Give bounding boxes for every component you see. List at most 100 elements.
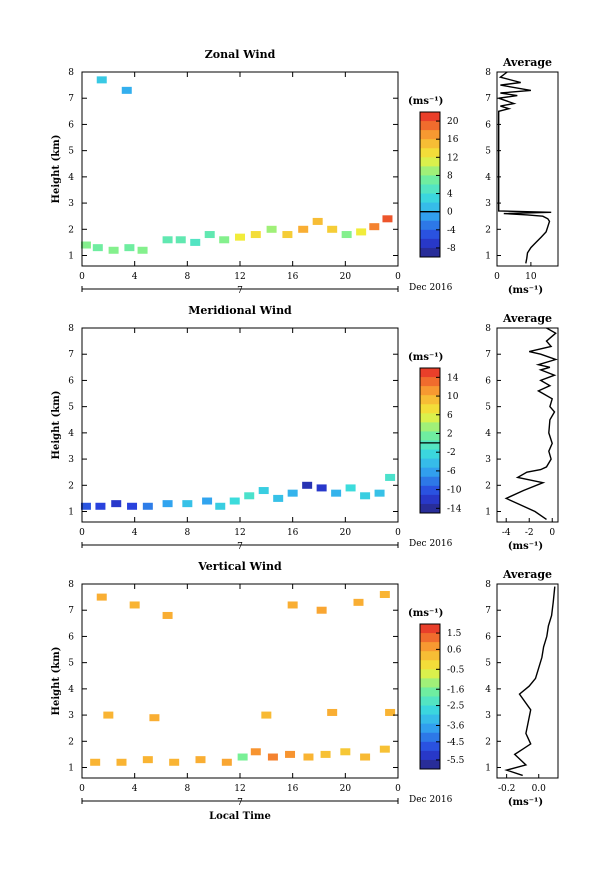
colorbar-segment	[420, 157, 440, 167]
y-axis-label: Height (km)	[51, 135, 62, 204]
colorbar: 14 10 6 2 -2 -6 -10 -14	[419, 367, 462, 514]
heatmap-cell	[235, 233, 245, 241]
heatmap-cell	[273, 494, 284, 502]
colorbar-segment	[420, 368, 440, 378]
colorbar-segment	[420, 723, 440, 734]
profile-y-tick-label: 3	[485, 199, 491, 209]
profile-frame	[496, 583, 559, 779]
heatmap-cell	[345, 484, 356, 492]
profile-x-label: (ms⁻¹)	[508, 541, 543, 552]
colorbar-tick-label: -3.6	[447, 722, 465, 732]
x-tick-label: 4	[132, 528, 138, 538]
colorbar-segment	[420, 184, 440, 195]
profile-x-tick-label: -2	[525, 528, 534, 538]
profile-x-tick-label: -0.2	[498, 784, 515, 794]
profile-x-tick-label: 10	[525, 272, 537, 282]
average-profile: Average 1 2 3 4 5 6 7 8 -4 -2 0 (ms⁻¹)	[485, 312, 559, 552]
x-tick-label: 8	[184, 272, 190, 282]
heatmap-cell	[360, 753, 371, 761]
profile-x-label: (ms⁻¹)	[508, 797, 543, 808]
profile-y-tick-label: 1	[485, 508, 491, 518]
day-label: 7	[237, 286, 243, 296]
colorbar-segment	[420, 485, 440, 496]
x-tick-label: 0	[395, 272, 401, 282]
x-tick-label: 0	[395, 784, 401, 794]
y-tick-label: 5	[68, 147, 74, 157]
colorbar-segment	[420, 247, 440, 258]
heatmap-cell	[92, 244, 103, 252]
y-tick-label: 1	[68, 508, 74, 518]
colorbar-tick-label: 10	[447, 392, 459, 402]
heatmap-cell	[129, 601, 140, 609]
heatmap-cells	[80, 76, 393, 254]
day-label: 7	[237, 798, 243, 808]
x-tick-label: 20	[340, 528, 352, 538]
y-tick-label: 7	[68, 94, 74, 104]
colorbar-segment	[420, 395, 440, 405]
panel-title: Vertical Wind	[197, 560, 282, 573]
colorbar-segment	[420, 503, 440, 514]
heatmap-cell	[121, 86, 132, 94]
x-tick-label: 12	[234, 528, 245, 538]
profile-line	[498, 71, 552, 264]
colorbar-tick-label: -5.5	[447, 756, 465, 766]
heatmap-cell	[149, 714, 160, 722]
heatmap-cell	[385, 473, 396, 481]
colorbar: 1.5 0.6 -0.5 -1.6 -2.5 -3.6 -4.5 -5.5	[419, 623, 465, 770]
profile-y-tick-label: 4	[485, 685, 491, 695]
profile-y-tick-label: 4	[485, 429, 491, 439]
colorbar-segment	[420, 211, 440, 222]
colorbar-tick-label: 1.5	[447, 629, 462, 639]
heatmap-cell	[215, 502, 226, 510]
heatmap-cell	[341, 231, 352, 239]
y-tick-label: 8	[68, 68, 74, 78]
profile-y-tick-label: 6	[485, 120, 491, 130]
colorbar-segment	[420, 624, 440, 634]
heatmap-cell	[379, 590, 390, 598]
colorbar-tick-label: -4.5	[447, 738, 465, 748]
profile-y-tick-label: 7	[485, 350, 491, 360]
heatmap-cell	[382, 215, 393, 223]
heatmap-cell	[356, 228, 367, 236]
colorbar-tick-label: -14	[447, 504, 462, 514]
colorbar-frame	[419, 623, 441, 770]
heatmap-cell	[320, 750, 331, 758]
x-tick-label: 4	[132, 784, 138, 794]
x-tick-label: 20	[340, 272, 352, 282]
profile-y-tick-label: 4	[485, 173, 491, 183]
heatmap-cell	[316, 606, 327, 614]
heatmap-cells	[80, 473, 396, 510]
colorbar-tick-label: 20	[447, 117, 459, 127]
heatmap-cell	[302, 481, 313, 489]
heatmap-cell	[142, 756, 153, 764]
profile-y-tick-label: 7	[485, 606, 491, 616]
heatmap-cell	[96, 593, 107, 601]
profile-frame	[496, 327, 559, 523]
heatmap-cell	[219, 236, 230, 244]
day-label: 7	[237, 542, 243, 552]
profile-y-tick-label: 8	[485, 324, 491, 334]
y-tick-label: 4	[68, 685, 74, 695]
y-tick-label: 6	[68, 632, 74, 642]
x-tick-label: 12	[234, 784, 245, 794]
x-tick-label: 16	[287, 784, 299, 794]
colorbar-segment	[420, 750, 440, 761]
y-tick-label: 8	[68, 324, 74, 334]
x-tick-label: 0	[79, 272, 85, 282]
profile-x-tick-label: 0.0	[532, 784, 547, 794]
colorbar-segment	[420, 386, 440, 396]
colorbar-segment	[420, 148, 440, 158]
heatmap-cell	[142, 502, 153, 510]
colorbar-segment	[420, 660, 440, 670]
colorbar-unit: (ms⁻¹)	[408, 608, 443, 619]
heatmap-cell	[137, 246, 148, 254]
heatmap-cell	[340, 748, 351, 756]
profile-y-tick-label: 8	[485, 580, 491, 590]
colorbar-segment	[420, 651, 440, 661]
heatmap-cell	[90, 758, 101, 766]
y-tick-label: 8	[68, 580, 74, 590]
y-tick-label: 5	[68, 659, 74, 669]
y-tick-label: 6	[68, 376, 74, 386]
colorbar-tick-label: -6	[447, 467, 456, 477]
